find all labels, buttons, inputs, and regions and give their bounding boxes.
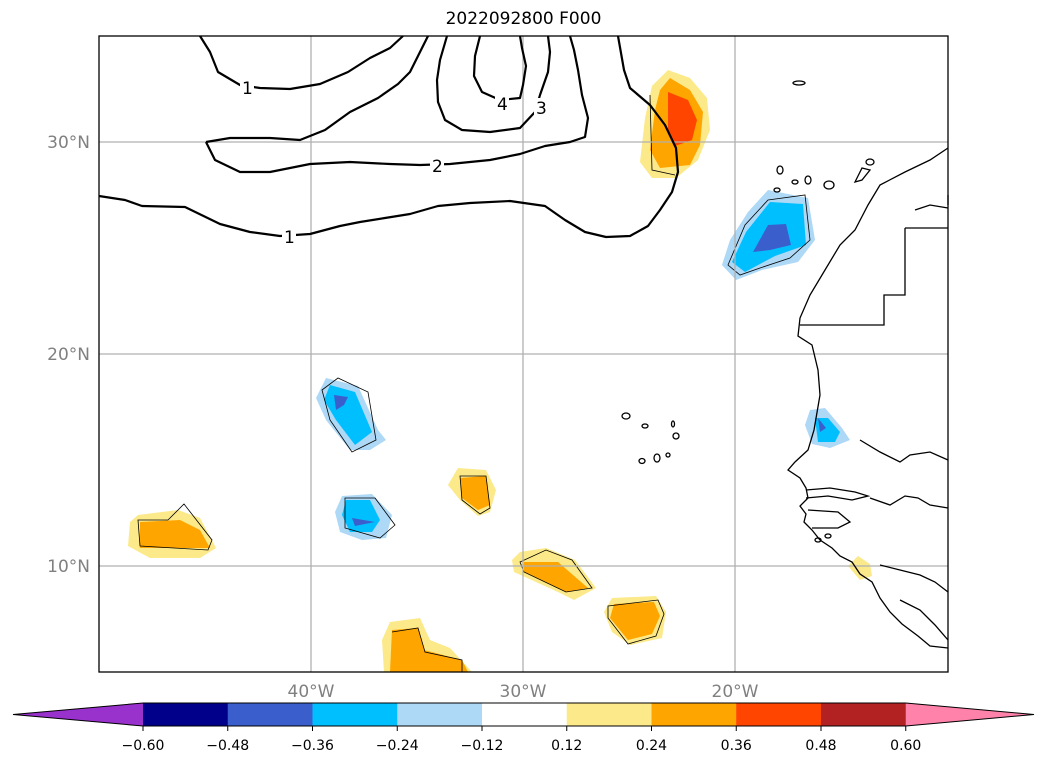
- colorbar-tick-label: 0.24: [636, 738, 667, 754]
- colorbar-bin: [143, 703, 229, 726]
- contour-labels: 1 2 3 4 1: [240, 78, 548, 248]
- colorbar-extend-min: [13, 703, 143, 726]
- colorbar-bin: [566, 703, 652, 726]
- colorbar-tick-label: 0.36: [721, 738, 752, 754]
- contour-label: 1: [284, 228, 295, 248]
- colorbar-bin: [821, 703, 907, 726]
- gridlines: [99, 36, 948, 672]
- colorbar-bin: [312, 703, 398, 726]
- anomaly-shading: [128, 70, 872, 672]
- lat-label: 30°N: [47, 133, 90, 153]
- contour-lines: [98, 35, 680, 239]
- colorbar-extend-max: [905, 703, 1034, 726]
- lon-label: 20°W: [712, 682, 759, 702]
- colorbar: −0.60 −0.48 −0.36 −0.24 −0.12 0.12 0.24 0.36 0.4…: [12, 702, 1035, 754]
- colorbar-tick-label: −0.24: [376, 738, 419, 754]
- colorbar-tick-label: −0.36: [291, 738, 334, 754]
- colorbar-tick-label: 0.60: [890, 738, 921, 754]
- colorbar-bin: [482, 703, 568, 726]
- colorbar-tick-label: −0.12: [461, 738, 504, 754]
- contour-label: 4: [497, 95, 508, 115]
- colorbar-tick-label: −0.48: [206, 738, 249, 754]
- colorbar-tick-label: 0.12: [551, 738, 582, 754]
- lat-label: 20°N: [47, 345, 90, 365]
- colorbar-bin: [651, 703, 737, 726]
- contour-label: 3: [536, 99, 547, 119]
- colorbar-tick-label: 0.48: [805, 738, 836, 754]
- lon-label: 30°W: [500, 682, 547, 702]
- colorbar-tick-label: −0.60: [122, 738, 165, 754]
- graticule-labels: 30°N 20°N 10°N 40°W 30°W 20°W: [47, 133, 759, 702]
- colorbar-bin: [227, 703, 313, 726]
- lat-label: 10°N: [47, 557, 90, 577]
- contour-label: 1: [242, 79, 253, 99]
- lon-label: 40°W: [288, 682, 335, 702]
- map-title: 2022092800 F000: [445, 9, 602, 29]
- map-frame: [98, 35, 949, 673]
- contour-label: 2: [432, 157, 443, 177]
- colorbar-bin: [736, 703, 822, 726]
- colorbar-bin: [397, 703, 483, 726]
